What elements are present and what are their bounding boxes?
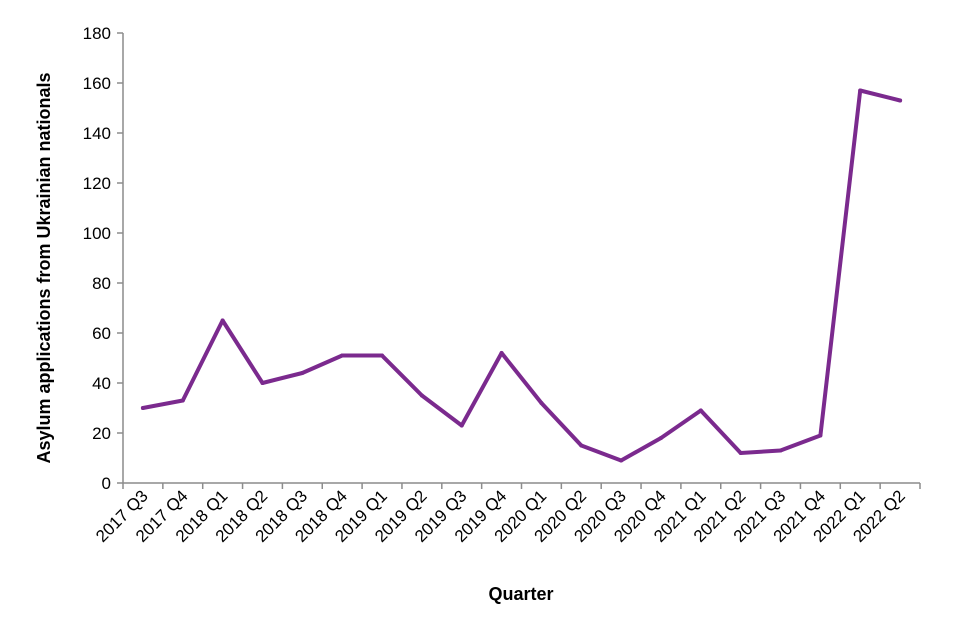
y-tick-label: 80 [92,274,111,293]
data-point [738,451,743,455]
data-point [499,351,504,355]
data-point [619,458,624,463]
data-point [698,408,703,413]
data-point [419,393,424,398]
data-point [778,448,783,453]
data-point [220,318,225,323]
y-tick-label: 120 [83,174,111,193]
y-tick-label: 60 [92,324,111,343]
y-tick-label: 0 [102,474,111,493]
data-point [260,381,265,385]
x-axis-title: Quarter [488,584,553,604]
data-point [539,401,544,405]
series-line [140,88,903,463]
y-tick-label: 160 [83,74,111,93]
data-point [858,88,863,93]
y-tick-label: 140 [83,124,111,143]
data-point [459,423,464,428]
series-layer [140,88,903,463]
data-point [898,98,903,103]
y-tick-label: 100 [83,224,111,243]
data-point [658,436,663,440]
data-point [180,398,185,403]
y-tick-label: 40 [92,374,111,393]
data-point [300,371,305,375]
y-axis-title: Asylum applications from Ukrainian natio… [34,72,54,463]
data-point [340,353,345,358]
y-tick-label: 20 [92,424,111,443]
data-point [818,433,823,438]
y-tick-label: 180 [83,24,111,43]
data-point [140,406,145,410]
data-point [579,443,584,448]
data-point [380,353,385,358]
y-axis: 0 20 40 60 80 100 120 140 160 180 [83,24,124,493]
